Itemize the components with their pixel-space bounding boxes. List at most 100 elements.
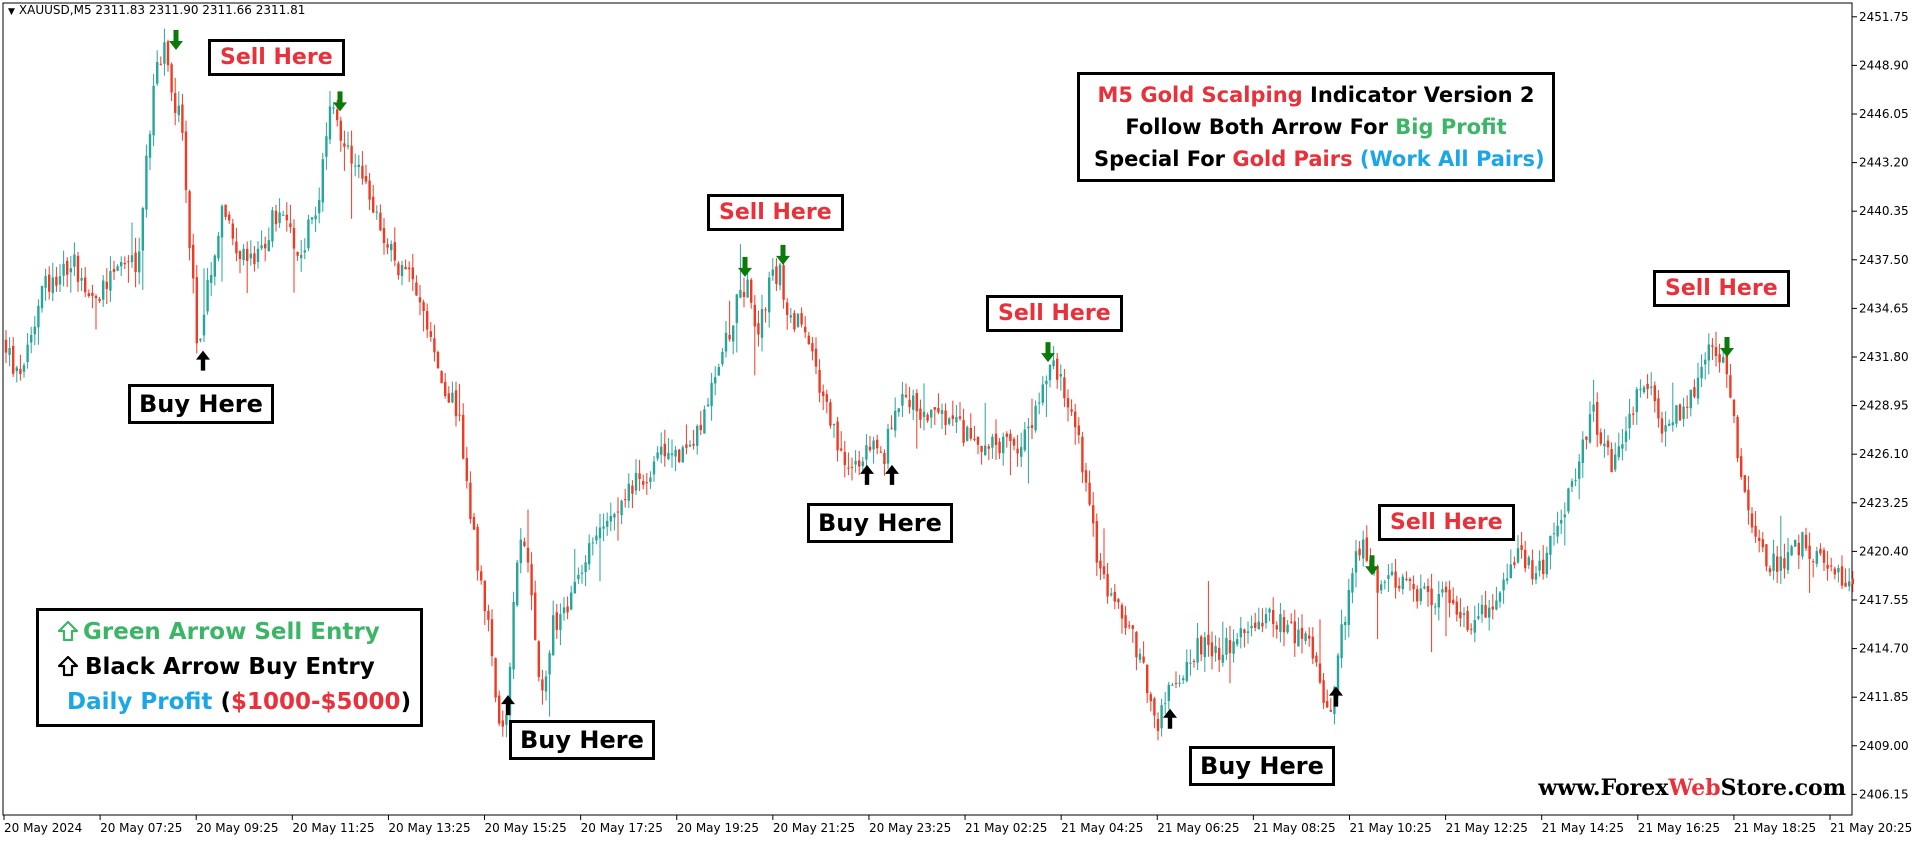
candle-body — [210, 275, 213, 283]
candle-body — [472, 517, 476, 530]
candle-body — [1491, 606, 1494, 610]
x-tick-label: 21 May 18:25 — [1734, 821, 1816, 835]
candle-body — [1041, 384, 1044, 403]
candle-body — [260, 245, 263, 249]
candle-body — [1632, 413, 1635, 415]
candle-body — [69, 268, 72, 273]
candle-body — [1819, 548, 1822, 554]
candle-body — [1120, 604, 1124, 619]
candle-body — [728, 334, 731, 340]
candle-body — [1322, 680, 1325, 703]
candle-body — [289, 223, 292, 228]
candle-body — [606, 520, 609, 527]
y-tick-label: 2414.70 — [1859, 642, 1909, 656]
candle-body — [1261, 622, 1264, 627]
up-arrow-outline-icon — [57, 655, 79, 677]
candle-body — [1117, 599, 1120, 603]
sell-here-label: Sell Here — [1378, 504, 1515, 541]
candle-body — [1383, 581, 1386, 583]
candle-body — [573, 581, 576, 594]
candle-body — [1268, 608, 1271, 613]
candle-body — [1524, 549, 1527, 569]
candle-body — [1545, 552, 1548, 575]
candle-body — [1214, 646, 1217, 653]
candle-body — [109, 271, 112, 291]
candle-body — [1225, 637, 1228, 655]
candle-body — [1016, 448, 1019, 454]
candle-body — [408, 267, 411, 270]
candle-body — [346, 145, 350, 147]
candle-body — [249, 253, 252, 259]
candle-body — [418, 297, 422, 303]
candle-body — [1304, 633, 1307, 641]
candle-body — [616, 511, 620, 513]
candle-body — [1768, 568, 1772, 573]
candle-body — [1610, 449, 1613, 473]
candle-body — [804, 326, 807, 333]
candle-body — [584, 562, 587, 573]
candle-body — [1804, 534, 1808, 549]
candle-body — [483, 580, 486, 612]
candle-body — [753, 304, 756, 327]
candle-body — [800, 313, 803, 325]
candle-body — [267, 240, 270, 252]
candle-body — [1578, 461, 1581, 479]
candle-body — [1628, 413, 1631, 429]
candle-body — [1574, 480, 1577, 482]
candle-body — [274, 210, 278, 225]
candle-body — [1729, 375, 1732, 398]
candle-body — [595, 535, 598, 541]
candle-body — [926, 414, 929, 421]
candle-body — [454, 390, 458, 417]
candle-body — [332, 107, 335, 109]
candle-body — [238, 251, 242, 260]
candle-body — [271, 210, 274, 242]
candle-body — [375, 211, 378, 213]
candle-body — [1110, 593, 1113, 596]
candle-body — [530, 564, 533, 596]
candle-body — [829, 402, 832, 426]
candle-body — [292, 227, 296, 249]
caret-down-icon[interactable]: ▼ — [8, 7, 15, 17]
candle-body — [1444, 586, 1448, 593]
candle-body — [721, 351, 724, 365]
candle-body — [33, 326, 36, 335]
candle-body — [217, 235, 220, 259]
candle-body — [1264, 614, 1268, 624]
candle-body — [580, 572, 584, 574]
sell-arrow-icon — [1041, 342, 1055, 363]
candle-body — [786, 302, 789, 316]
candle-body — [26, 344, 29, 362]
candle-body — [980, 445, 983, 452]
candle-body — [1812, 561, 1815, 563]
candle-body — [544, 676, 548, 692]
candle-body — [66, 260, 69, 275]
y-tick-label: 2417.55 — [1859, 593, 1909, 607]
candle-body — [699, 424, 702, 431]
candle-body — [843, 451, 846, 465]
up-arrow-outline-icon — [57, 620, 79, 642]
x-tick-label: 20 May 2024 — [4, 821, 82, 835]
candle-body — [15, 367, 18, 372]
candle-body — [1484, 605, 1487, 618]
candle-body — [1495, 600, 1498, 610]
candle-body — [1556, 525, 1559, 537]
candle-body — [1102, 566, 1106, 575]
candle-body — [879, 451, 882, 453]
candle-body — [991, 436, 994, 448]
candle-body — [933, 407, 936, 410]
candle-body — [750, 279, 753, 303]
candle-body — [195, 277, 198, 344]
candle-body — [1027, 426, 1030, 429]
candle-body — [998, 441, 1001, 454]
candle-body — [1736, 416, 1739, 459]
buy-arrow-icon — [196, 350, 210, 371]
candle-body — [1786, 552, 1790, 571]
candle-body — [184, 131, 188, 191]
candle-body — [1063, 377, 1066, 399]
candle-body — [1246, 631, 1250, 634]
candle-body — [685, 444, 688, 448]
candle-body — [1585, 436, 1588, 440]
candle-body — [1326, 701, 1329, 708]
candle-body — [1239, 628, 1242, 638]
